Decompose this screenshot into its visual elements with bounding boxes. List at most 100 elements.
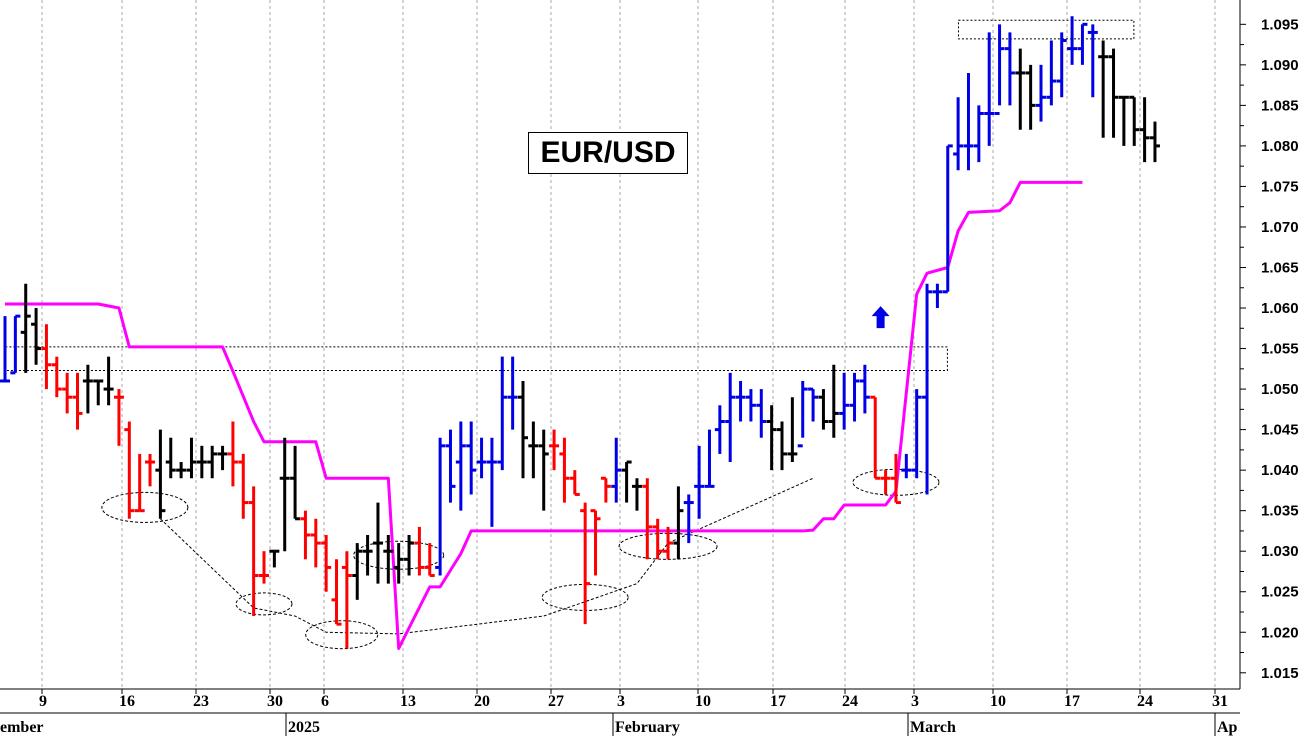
y-tick-label-4: 1.075 bbox=[1261, 178, 1299, 195]
ohlc-bar-91 bbox=[942, 144, 953, 294]
y-tick-label-9: 1.050 bbox=[1261, 381, 1299, 398]
ohlc-bar-5 bbox=[51, 356, 62, 398]
ohlc-bar-82 bbox=[849, 372, 860, 422]
ohlc-bar-66 bbox=[683, 494, 694, 544]
x-tick-label-10: 17 bbox=[770, 693, 786, 710]
y-tick-label-15: 1.020 bbox=[1261, 624, 1299, 641]
trend-line-layer bbox=[5, 180, 1083, 650]
ohlc-bar-96 bbox=[994, 24, 1005, 115]
ohlc-bar-32 bbox=[331, 559, 342, 626]
x-tick-label-9: 10 bbox=[695, 693, 711, 710]
trend-line bbox=[5, 180, 1083, 650]
low-ellipse-5 bbox=[353, 540, 445, 570]
ohlc-bar-72 bbox=[745, 389, 756, 422]
ohlc-bar-43 bbox=[445, 429, 456, 503]
ohlc-bar-16 bbox=[165, 437, 176, 479]
x-tick-label-14: 17 bbox=[1064, 693, 1080, 710]
ohlc-bar-110 bbox=[1139, 97, 1150, 163]
ohlc-bar-42 bbox=[435, 437, 446, 576]
ohlc-bar-105 bbox=[1087, 24, 1098, 98]
ohlc-bar-9 bbox=[93, 379, 104, 406]
y-tick-label-2: 1.085 bbox=[1261, 97, 1299, 114]
ohlc-bar-28 bbox=[290, 445, 301, 521]
ohlc-bar-4 bbox=[41, 324, 52, 390]
ohlc-bar-61 bbox=[631, 478, 642, 511]
ohlc-bar-77 bbox=[797, 380, 808, 448]
resistance-box-0 bbox=[4, 346, 948, 371]
ohlc-bar-57 bbox=[590, 509, 601, 576]
low-ellipse-7 bbox=[618, 532, 718, 560]
y-tick-label-10: 1.045 bbox=[1261, 422, 1299, 439]
ohlc-bar-81 bbox=[839, 372, 850, 430]
ohlc-bar-34 bbox=[352, 543, 363, 600]
low-ellipse-4 bbox=[305, 620, 379, 650]
ohlc-bar-15 bbox=[155, 429, 166, 519]
ohlc-bar-14 bbox=[145, 453, 156, 487]
ohlc-bar-3 bbox=[31, 308, 42, 365]
ohlc-bar-102 bbox=[1056, 32, 1067, 98]
ohlc-bar-68 bbox=[704, 429, 715, 488]
y-tick-label-14: 1.025 bbox=[1261, 584, 1299, 601]
chart-title: EUR/USD bbox=[528, 132, 688, 174]
y-tick-label-12: 1.035 bbox=[1261, 503, 1299, 520]
ohlc-bar-99 bbox=[1025, 64, 1036, 130]
x-tick-label-6: 20 bbox=[474, 693, 490, 710]
ohlc-bar-62 bbox=[642, 478, 653, 560]
ohlc-bar-10 bbox=[103, 356, 114, 406]
x-tick-label-4: 6 bbox=[321, 693, 329, 710]
ohlc-bar-26 bbox=[269, 549, 280, 568]
ohlc-bar-12 bbox=[124, 421, 135, 519]
ohlc-bar-44 bbox=[455, 421, 466, 511]
y-tick-label-16: 1.015 bbox=[1261, 665, 1299, 682]
ohlc-bar-76 bbox=[787, 397, 798, 463]
ohlc-bar-108 bbox=[1118, 95, 1129, 146]
ohlc-bar-33 bbox=[341, 551, 352, 649]
ohlc-bar-47 bbox=[486, 437, 497, 527]
ohlc-bar-67 bbox=[694, 445, 705, 519]
resistance-box-1 bbox=[957, 19, 1135, 40]
ohlc-bar-101 bbox=[1046, 40, 1057, 106]
x-tick-label-12: 3 bbox=[911, 693, 919, 710]
ohlc-bar-95 bbox=[984, 32, 995, 146]
ohlc-bar-21 bbox=[217, 445, 228, 471]
ohlc-bar-13 bbox=[134, 453, 145, 513]
ohlc-bar-18 bbox=[186, 437, 197, 479]
month-label-3: March bbox=[910, 719, 956, 736]
ohlc-bar-104 bbox=[1077, 22, 1088, 65]
ohlc-bar-17 bbox=[176, 462, 187, 479]
ohlc-bar-31 bbox=[321, 534, 332, 592]
y-tick-label-6: 1.065 bbox=[1261, 259, 1299, 276]
ohlc-bar-23 bbox=[238, 453, 249, 519]
ohlc-bar-85 bbox=[880, 470, 891, 495]
ohlc-bar-55 bbox=[569, 470, 580, 496]
ohlc-bar-7 bbox=[72, 372, 83, 430]
ohlc-bar-98 bbox=[1015, 48, 1026, 130]
ohlc-bar-35 bbox=[362, 534, 373, 576]
ohlc-bar-87 bbox=[901, 453, 912, 479]
ohlc-bar-111 bbox=[1149, 121, 1160, 163]
ohlc-bar-19 bbox=[196, 445, 207, 479]
price-bars bbox=[0, 16, 1160, 649]
y-tick-label-3: 1.080 bbox=[1261, 138, 1299, 155]
ohlc-bar-0 bbox=[0, 316, 10, 383]
ohlc-bar-90 bbox=[932, 283, 943, 309]
ohlc-bar-106 bbox=[1098, 40, 1109, 138]
ohlc-bar-92 bbox=[953, 97, 964, 171]
low-ellipse-2 bbox=[101, 491, 189, 523]
y-tick-label-7: 1.060 bbox=[1261, 300, 1299, 317]
ohlc-bar-11 bbox=[113, 389, 124, 446]
ohlc-bar-73 bbox=[756, 389, 767, 438]
breakout-arrow-icon bbox=[871, 306, 890, 329]
ohlc-bar-20 bbox=[207, 445, 218, 479]
month-label-0: ember bbox=[0, 719, 44, 736]
ohlc-bar-107 bbox=[1108, 48, 1119, 138]
ohlc-bar-48 bbox=[497, 356, 508, 471]
ohlc-bar-30 bbox=[310, 518, 321, 568]
x-tick-label-8: 3 bbox=[617, 693, 625, 710]
ohlc-bar-50 bbox=[518, 380, 528, 479]
ohlc-bar-39 bbox=[404, 534, 415, 576]
ohlc-bar-94 bbox=[973, 105, 984, 163]
ohlc-bar-52 bbox=[538, 429, 549, 511]
month-label-2: February bbox=[615, 719, 680, 736]
